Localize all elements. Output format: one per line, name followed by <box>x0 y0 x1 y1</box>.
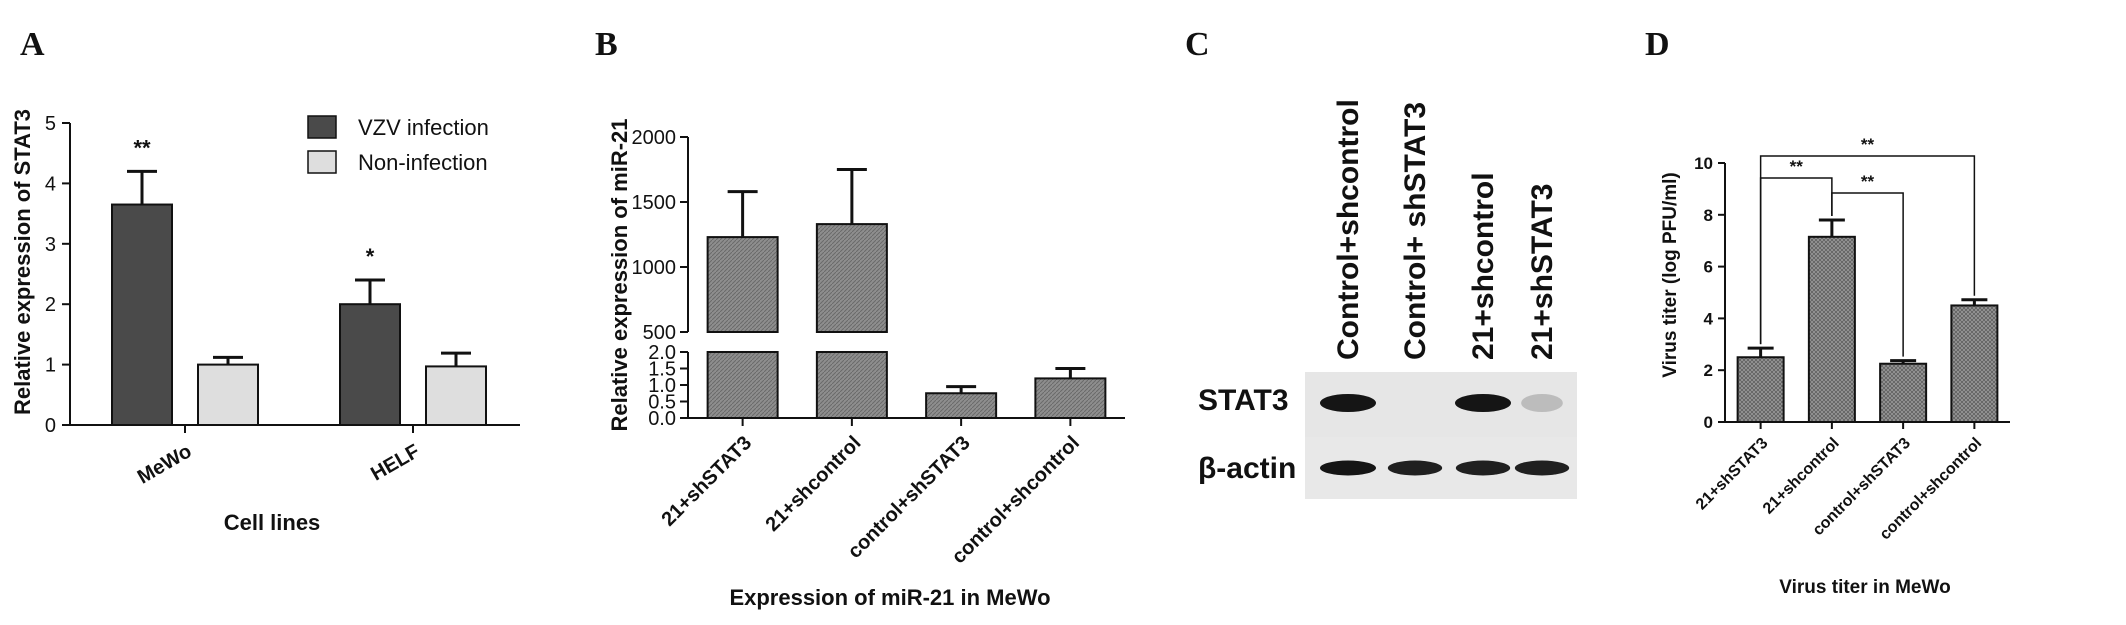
panel-b-ytick-label: 1.5 <box>648 359 676 381</box>
panel-a-ytick-label: 0 <box>45 415 56 437</box>
panel-b-chart: Relative expression of miR-21 Expression… <box>607 118 1125 610</box>
panel-d-bar <box>1807 235 1856 423</box>
panel-a-bar-vzv-helf <box>339 303 401 427</box>
legend-swatch-non <box>307 150 337 174</box>
panel-a-legend: VZV infection Non-infection <box>307 115 489 175</box>
legend-swatch-vzv <box>307 115 337 139</box>
panel-b-ytick-label: 1.0 <box>648 375 676 397</box>
blot-band <box>1514 460 1570 476</box>
panel-a-xtick-label: MeWo <box>134 440 196 488</box>
panel-b-ytick-label: 2.0 <box>648 342 676 364</box>
panel-a-ytick-label: 4 <box>45 173 56 195</box>
panel-d-bar <box>1879 362 1928 424</box>
blot-column-label: Control+ shSTAT3 <box>1399 102 1432 360</box>
panel-b-ytick-label: 1000 <box>632 257 677 279</box>
panel-b-ytick-label: 0.5 <box>648 392 676 414</box>
panel-b-bar <box>1034 377 1107 419</box>
panel-b-ytick-label: 2000 <box>632 127 677 149</box>
blot-band <box>1521 394 1563 412</box>
panel-d-ylabel: Virus titer (log PFU/ml) <box>1660 172 1681 378</box>
panel-a-xtick-label: HELF <box>367 440 423 485</box>
panel-a-xlabel: Cell lines <box>224 510 321 535</box>
panel-d-ytick-label: 2 <box>1704 361 1713 380</box>
panel-b-bar-upper <box>706 236 779 334</box>
panel-b-bar <box>925 392 998 419</box>
panel-b-xlabel: Expression of miR-21 in MeWo <box>729 585 1050 610</box>
panel-a-bar-non-helf <box>425 365 487 426</box>
panel-d-significance-bracket <box>1831 192 1904 357</box>
panel-d-ytick-label: 6 <box>1704 258 1713 277</box>
panel-d-chart: Virus titer (log PFU/ml) Virus titer in … <box>1660 135 2010 598</box>
panel-d-xlabel: Virus titer in MeWo <box>1779 577 1950 598</box>
panel-b-letter: B <box>595 26 618 63</box>
panel-d-significance-marker: ** <box>1790 157 1804 176</box>
blot-band <box>1320 460 1376 476</box>
panel-b-xtick-label: 21+shcontrol <box>761 432 865 536</box>
panel-b-ylabel: Relative expression of miR-21 <box>607 118 632 431</box>
blot-row-label-stat3: STAT3 <box>1198 384 1289 417</box>
panel-d-significance-marker: ** <box>1861 135 1875 154</box>
blot-column-label: Control+shcontrol <box>1332 99 1365 360</box>
panel-a-ytick-label: 5 <box>45 113 56 135</box>
blot-band <box>1455 460 1511 476</box>
blot-column-label: 21+shcontrol <box>1467 172 1500 360</box>
panel-a-chart: Relative expression of STAT3 Cell lines … <box>10 109 520 535</box>
panel-d-ytick-label: 8 <box>1704 206 1713 225</box>
panel-b-ytick-label: 0.0 <box>648 408 676 430</box>
panel-a-ytick-label: 2 <box>45 294 56 316</box>
panel-d-significance-marker: ** <box>1861 172 1875 191</box>
panel-b-xtick-label: control+shSTAT3 <box>844 432 975 563</box>
panel-b-xtick-label: 21+shSTAT3 <box>657 432 756 531</box>
panel-b-bar-lower <box>706 351 779 419</box>
panel-d-bar <box>1736 356 1785 423</box>
panel-d-bar <box>1950 304 1999 424</box>
blot-band <box>1387 460 1443 476</box>
panel-a-significance-marker: * <box>366 244 375 269</box>
panel-d-ytick-label: 4 <box>1704 309 1714 328</box>
panel-d-letter: D <box>1645 26 1670 63</box>
panel-a-letter: A <box>20 26 45 63</box>
panel-a-ylabel: Relative expression of STAT3 <box>10 109 35 415</box>
panel-b-bar-upper <box>815 223 888 334</box>
panel-d-ytick-label: 10 <box>1694 154 1713 173</box>
blot-column-label: 21+shSTAT3 <box>1526 184 1559 360</box>
panel-b-bar-lower <box>815 351 888 419</box>
blot-band <box>1455 394 1511 412</box>
legend-label-vzv: VZV infection <box>358 115 489 140</box>
legend-label-non: Non-infection <box>358 150 488 175</box>
panel-b-ytick-label: 500 <box>643 322 676 344</box>
panel-c-blot: STAT3 β-actin Control+shcontrol Control+ … <box>1198 99 1577 499</box>
panel-d-ytick-label: 0 <box>1704 413 1713 432</box>
panel-a-bar-non-mewo <box>197 363 259 427</box>
panel-d-significance-bracket <box>1759 155 1976 345</box>
panel-a-ytick-label: 1 <box>45 355 56 377</box>
panel-a-ytick-label: 3 <box>45 234 56 256</box>
panel-a-significance-marker: ** <box>133 135 151 160</box>
panel-c-letter: C <box>1185 26 1210 63</box>
panel-d-xtick-label: 21+shSTAT3 <box>1693 435 1772 514</box>
blot-row-label-actin: β-actin <box>1198 452 1296 485</box>
panel-a-bar-vzv-mewo <box>111 203 173 426</box>
panel-b-ytick-label: 1500 <box>632 192 677 214</box>
blot-band <box>1320 394 1376 412</box>
